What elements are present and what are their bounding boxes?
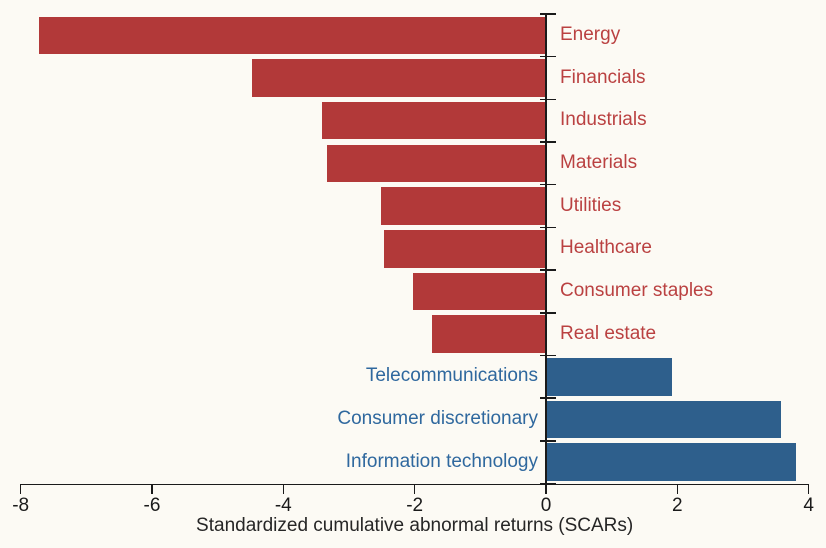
category-boundary-tick — [540, 55, 556, 58]
bar-healthcare — [384, 229, 546, 268]
bar-label-consumer-discretionary: Consumer discretionary — [337, 408, 538, 430]
x-tick-label: -8 — [12, 495, 30, 516]
x-tick-label: 4 — [803, 495, 814, 516]
x-tick-label: -2 — [406, 495, 424, 516]
x-tick — [676, 483, 679, 494]
category-boundary-tick — [540, 183, 556, 186]
zero-axis-line — [545, 14, 547, 484]
bar-utilities — [381, 187, 546, 225]
x-tick-label: 0 — [540, 495, 552, 516]
category-boundary-tick — [540, 98, 556, 101]
x-axis-title: Standardized cumulative abnormal returns… — [196, 515, 634, 536]
x-tick — [413, 483, 416, 494]
bar-label-real-estate: Real estate — [560, 322, 657, 344]
x-tick-label: -4 — [274, 495, 292, 516]
category-boundary-tick — [540, 440, 556, 442]
bar-financials — [251, 59, 546, 97]
category-boundary-tick — [540, 13, 556, 15]
bar-consumer-discretionary — [546, 400, 782, 439]
bar-label-financials: Financials — [560, 66, 646, 88]
bar-energy — [39, 16, 546, 55]
x-tick — [807, 483, 810, 494]
x-tick — [151, 483, 153, 494]
bar-label-consumer-staples: Consumer staples — [560, 280, 714, 302]
bar-label-utilities: Utilities — [560, 194, 622, 216]
bar-real-estate — [431, 315, 546, 353]
category-boundary-tick — [540, 312, 556, 314]
category-boundary-tick — [540, 226, 556, 229]
bar-information-technology — [546, 443, 797, 481]
category-boundary-tick — [540, 354, 556, 357]
x-tick — [282, 483, 285, 494]
bar-label-information-technology: Information technology — [345, 450, 538, 472]
bar-label-healthcare: Healthcare — [560, 237, 652, 259]
bar-label-materials: Materials — [560, 152, 638, 174]
category-boundary-tick — [540, 269, 556, 271]
x-tick — [19, 483, 22, 494]
bar-industrials — [322, 101, 546, 140]
bar-materials — [326, 144, 546, 183]
category-boundary-tick — [540, 141, 556, 143]
bar-telecommunications — [546, 357, 673, 396]
category-boundary-tick — [540, 397, 556, 399]
x-tick — [545, 483, 547, 494]
bar-label-telecommunications: Telecommunications — [365, 365, 538, 387]
bar-label-industrials: Industrials — [560, 109, 647, 131]
bar-consumer-staples — [413, 272, 546, 311]
x-tick-label: -6 — [143, 495, 161, 516]
x-tick-label: 2 — [672, 495, 683, 516]
bar-label-energy: Energy — [560, 24, 621, 45]
